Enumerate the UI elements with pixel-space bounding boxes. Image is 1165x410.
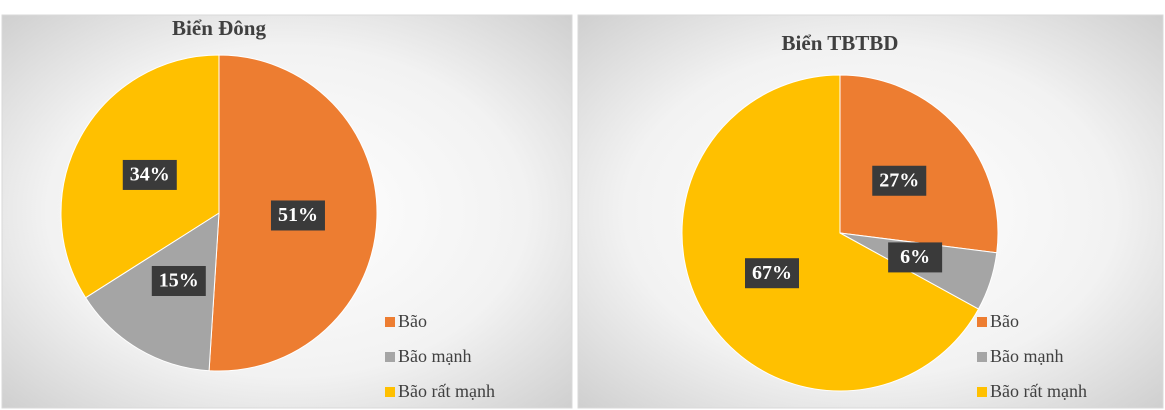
value-label: 27%: [879, 169, 919, 191]
legend-label: Bão: [990, 311, 1019, 331]
value-label-box: [745, 258, 800, 289]
legend-marker: [385, 317, 395, 327]
legend-marker: [385, 387, 395, 397]
value-label-box: [122, 159, 177, 190]
value-label: 15%: [159, 270, 199, 292]
legend-marker: [977, 317, 987, 327]
value-label: 51%: [278, 204, 318, 226]
value-label-box: [872, 165, 927, 196]
value-label: 6%: [900, 246, 930, 268]
pie-slice: [839, 74, 999, 254]
pie-slice: [681, 74, 980, 392]
value-label: 34%: [130, 164, 170, 186]
legend-label: Bão rất mạnh: [398, 381, 495, 401]
legend-label: Bão rất mạnh: [990, 381, 1087, 401]
legend-label: Bão mạnh: [398, 346, 472, 366]
value-label: 67%: [752, 262, 792, 284]
value-label-box: [888, 242, 943, 273]
pie-chart: Biển Đông 51% 15% 34% Bão Bão mạnh Bão rất mạn…: [1, 14, 573, 409]
legend-marker: [977, 352, 987, 362]
chart-title: Biển TBTBD: [782, 31, 899, 55]
chart-title: Biển Đông: [172, 16, 266, 40]
value-label-box: [151, 265, 206, 296]
pie-chart: Biển TBTBD 27% 6% 67% Bão Bão mạnh Bão rất mạn…: [577, 14, 1164, 409]
value-label-box: [270, 200, 325, 231]
legend-marker: [385, 352, 395, 362]
legend-marker: [977, 387, 987, 397]
legend-label: Bão mạnh: [990, 346, 1064, 366]
legend-label: Bão: [398, 311, 427, 331]
